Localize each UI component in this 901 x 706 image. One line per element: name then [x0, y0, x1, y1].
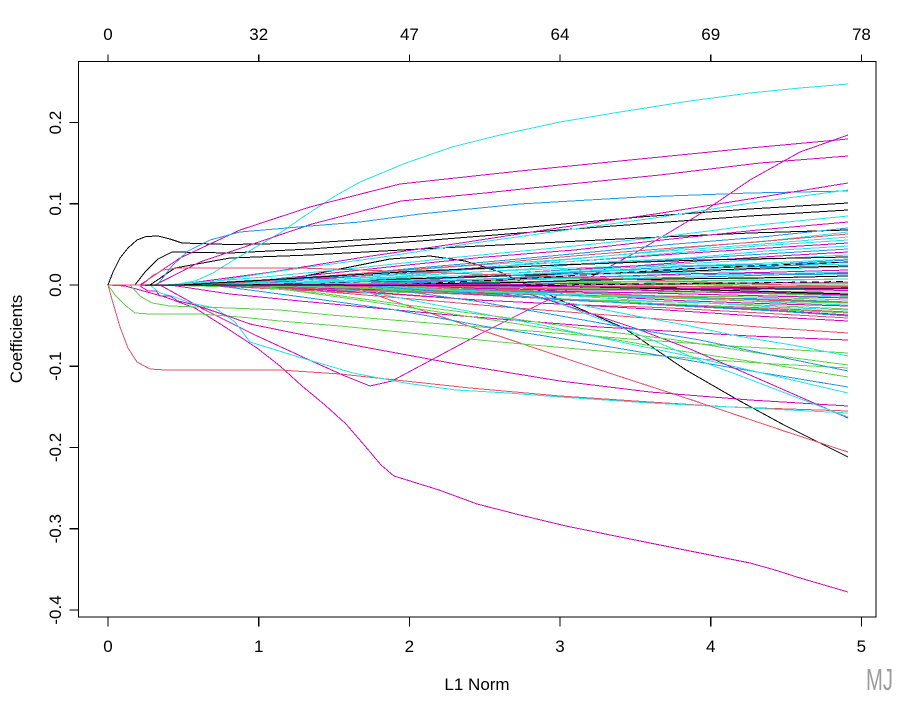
svg-text:0.0: 0.0 [46, 273, 65, 297]
svg-text:-0.4: -0.4 [46, 595, 65, 624]
svg-text:64: 64 [551, 25, 570, 44]
svg-text:78: 78 [852, 25, 871, 44]
svg-text:47: 47 [400, 25, 419, 44]
svg-text:2: 2 [405, 637, 414, 656]
svg-text:4: 4 [706, 637, 715, 656]
svg-text:Coefficients: Coefficients [7, 295, 26, 384]
svg-text:L1 Norm: L1 Norm [444, 675, 509, 694]
svg-text:32: 32 [249, 25, 268, 44]
svg-text:69: 69 [701, 25, 720, 44]
svg-text:1: 1 [254, 637, 263, 656]
svg-text:0: 0 [103, 637, 112, 656]
svg-text:0.2: 0.2 [46, 111, 65, 135]
svg-text:5: 5 [857, 637, 866, 656]
svg-text:-0.3: -0.3 [46, 514, 65, 543]
svg-text:0.1: 0.1 [46, 192, 65, 216]
svg-text:-0.1: -0.1 [46, 352, 65, 381]
svg-text:3: 3 [555, 637, 564, 656]
svg-text:-0.2: -0.2 [46, 433, 65, 462]
svg-text:0: 0 [103, 25, 112, 44]
svg-text:MJ: MJ [866, 662, 893, 697]
